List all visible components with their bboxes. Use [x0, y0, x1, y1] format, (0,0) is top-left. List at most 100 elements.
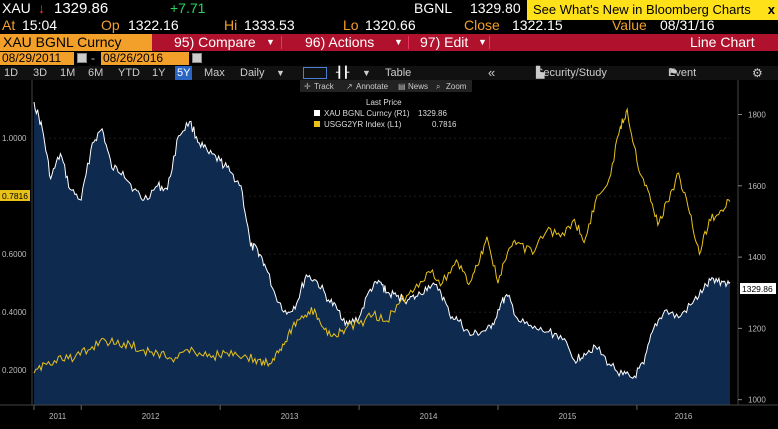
legend-entry-xau: XAU BGNL Curncy (R1) — [324, 109, 410, 118]
track-icon[interactable]: ✛ — [304, 82, 311, 91]
study-icon: ▙ — [536, 67, 545, 79]
gear-icon[interactable]: ⚙ — [752, 66, 763, 80]
candle-icon[interactable]: ┨┠ — [336, 67, 350, 79]
period-dropdown-icon[interactable]: ▼ — [276, 68, 285, 78]
security-study-label: Security/Study — [536, 67, 607, 79]
range-1d[interactable]: 1D — [4, 67, 19, 79]
news-icon[interactable]: ▤ — [398, 82, 406, 91]
range-6m[interactable]: 6M — [88, 67, 104, 79]
legend-swatch-xau — [314, 110, 320, 116]
open-value: 1322.16 — [128, 17, 179, 33]
range-3d[interactable]: 3D — [33, 67, 48, 79]
quote-time: 15:04 — [22, 17, 58, 33]
annotate-icon[interactable]: ↗ — [346, 82, 353, 91]
low-value: 1320.66 — [365, 17, 416, 33]
compare-button[interactable]: 95) Compare — [174, 34, 256, 50]
yield-last-badge — [0, 190, 30, 201]
yield-line — [33, 107, 731, 374]
event-label: Event — [668, 67, 697, 79]
legend-swatch-yield — [314, 121, 320, 127]
collapse-icon[interactable]: « — [488, 65, 496, 80]
quote-change: +7.71 — [170, 0, 206, 16]
whats-new-banner[interactable]: See What's New in Bloomberg Charts x — [527, 0, 778, 20]
value-date: 08/31/16 — [660, 17, 715, 33]
x-tick-label-1: 2012 — [142, 412, 160, 421]
actions-dropdown-icon[interactable]: ▼ — [394, 37, 403, 47]
calendar-icon[interactable] — [192, 53, 202, 63]
flag-icon: ⚑ — [668, 67, 678, 79]
date-bar: 08/29/2011 - 08/26/2016 — [0, 51, 778, 66]
news-button[interactable]: News — [408, 82, 428, 91]
right-tick-label-1: 1200 — [748, 324, 766, 333]
range-ytd[interactable]: YTD — [118, 67, 140, 79]
x-tick-label-0: 2011 — [49, 412, 67, 421]
quote-price: 1329.86 — [54, 0, 109, 17]
quote-source: BGNL — [414, 0, 453, 16]
high-label: Hi — [224, 17, 238, 33]
range-1m[interactable]: 1M — [60, 67, 76, 79]
open-label: Op — [101, 17, 120, 33]
x-tick-label-2: 2013 — [281, 412, 299, 421]
chart-type-dropdown-icon[interactable]: ▼ — [362, 68, 371, 78]
legend-title: Last Price — [366, 98, 402, 107]
xau-last-badge — [740, 283, 776, 294]
low-label: Lo — [343, 17, 359, 33]
yield-last-label: 0.7816 — [2, 191, 28, 201]
right-tick-label-4: 1800 — [748, 111, 766, 120]
x-axis-ticks: 2011 2012 2013 2014 2015 2016 — [0, 404, 778, 421]
xau-area — [34, 102, 730, 405]
x-tick-label-4: 2015 — [559, 412, 577, 421]
edit-dropdown-icon[interactable]: ▼ — [478, 37, 487, 47]
separator — [489, 36, 490, 49]
end-date-input[interactable]: 08/26/2016 — [101, 52, 189, 65]
quote-source-price: 1329.80 — [470, 0, 521, 16]
at-label: At — [2, 17, 16, 33]
x-tick-label-5: 2016 — [675, 412, 693, 421]
left-tick-label-1: 0.4000 — [2, 308, 27, 317]
annotate-button[interactable]: Annotate — [356, 82, 389, 91]
value-label: Value — [612, 17, 647, 33]
close-value: 1322.15 — [512, 17, 563, 33]
left-tick-label-4: 1.0000 — [2, 134, 27, 143]
annotation-toolbar: ✛ Track ↗ Annotate ▤ News ⌕ Zoom — [300, 80, 472, 92]
period-select[interactable]: Daily — [240, 67, 265, 79]
edit-button[interactable]: 97) Edit — [420, 34, 469, 50]
range-1y[interactable]: 1Y — [152, 67, 166, 79]
security-field[interactable]: XAU BGNL Curncy — [0, 34, 152, 51]
actions-button[interactable]: 96) Actions — [305, 34, 375, 50]
legend-entry-yield: USGG2YR Index (L1) — [324, 120, 402, 129]
legend: Last Price XAU BGNL Curncy (R1) 1329.86 … — [310, 94, 460, 132]
calendar-icon[interactable] — [77, 53, 87, 63]
banner-text: See What's New in Bloomberg Charts — [533, 2, 751, 17]
legend-value-xau: 1329.86 — [418, 109, 447, 118]
high-value: 1333.53 — [244, 17, 295, 33]
chart-toolbar: 1D 3D 1M 6M YTD 1Y 5Y Max Daily ▼ ┨┠ ▼ T… — [0, 66, 778, 80]
legend-value-yield: 0.7816 — [432, 120, 457, 129]
range-5y[interactable]: 5Y — [175, 66, 193, 80]
right-tick-label-0: 1000 — [748, 396, 766, 405]
separator — [281, 36, 282, 49]
quote-ticker: XAU — [2, 0, 31, 16]
line-chart-icon[interactable] — [303, 67, 327, 79]
left-tick-label-2: 0.6000 — [2, 250, 27, 259]
down-arrow-icon: ↓ — [38, 0, 45, 16]
table-button[interactable]: Table — [385, 67, 412, 79]
compare-dropdown-icon[interactable]: ▼ — [266, 37, 275, 47]
xau-line — [33, 101, 731, 379]
track-button[interactable]: Track — [314, 82, 335, 91]
start-date-input[interactable]: 08/29/2011 — [0, 52, 74, 65]
close-icon[interactable]: x — [767, 2, 775, 17]
zoom-icon[interactable]: ⌕ — [436, 82, 440, 91]
x-tick-label-3: 2014 — [420, 412, 438, 421]
zoom-button[interactable]: Zoom — [446, 82, 467, 91]
left-tick-label-0: 0.2000 — [2, 366, 27, 375]
range-max[interactable]: Max — [204, 67, 225, 79]
function-bar: XAU BGNL Curncy 95) Compare ▼ 96) Action… — [0, 34, 778, 51]
right-tick-label-3: 1600 — [748, 182, 766, 191]
right-axis-ticks: 1000 1200 1400 1600 1800 — [738, 111, 766, 405]
annotation-toolbar-bg — [300, 80, 472, 92]
close-label: Close — [464, 17, 500, 33]
xau-last-label: 1329.86 — [742, 284, 773, 294]
view-label[interactable]: Line Chart — [690, 34, 755, 50]
